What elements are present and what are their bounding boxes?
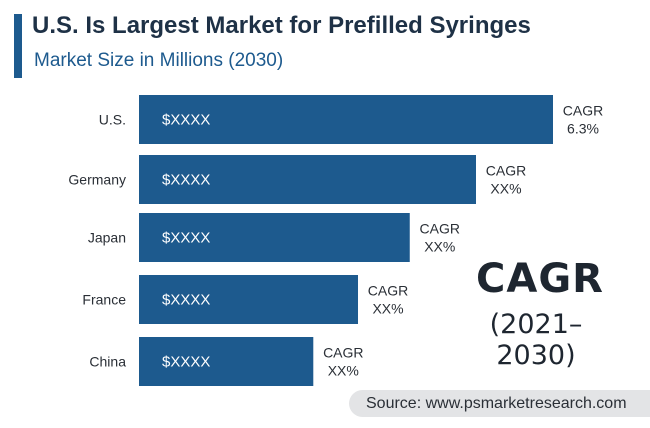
bar-value-label: $XXXX [162,230,210,247]
chart-title: U.S. Is Largest Market for Prefilled Syr… [32,12,531,39]
category-label: Japan [88,230,126,246]
bar-value-label: $XXXX [162,292,210,309]
cagr-annotation-value: XX% [490,181,521,197]
cagr-annotation-value: 6.3% [567,121,599,137]
bar-value-label: $XXXX [162,112,210,129]
cagr-annotation-value: XX% [328,363,359,379]
cagr-callout-period: (2021–2030) [489,309,583,371]
category-label: China [89,354,126,370]
cagr-annotation-label: CAGR [420,221,460,237]
cagr-callout-label: CAGR [476,256,604,302]
bar [139,337,314,386]
bar [139,155,476,204]
bar-value-label: $XXXX [162,172,210,189]
cagr-annotation-label: CAGR [368,283,408,299]
source-pill [349,390,650,417]
category-label: U.S. [99,112,126,128]
bar-value-label: $XXXX [162,354,210,371]
cagr-annotation-label: CAGR [563,103,603,119]
cagr-annotation-value: XX% [372,301,403,317]
cagr-annotation-value: XX% [424,239,455,255]
source-text: Source: www.psmarketresearch.com [366,395,627,412]
bar [139,213,410,262]
bar [139,275,359,324]
cagr-annotation-label: CAGR [486,163,526,179]
cagr-annotation-label: CAGR [323,345,363,361]
title-accent-bar [14,14,22,78]
category-label: Germany [68,172,126,188]
bar [139,95,553,144]
category-label: France [82,292,126,308]
chart-subtitle: Market Size in Millions (2030) [34,50,284,71]
